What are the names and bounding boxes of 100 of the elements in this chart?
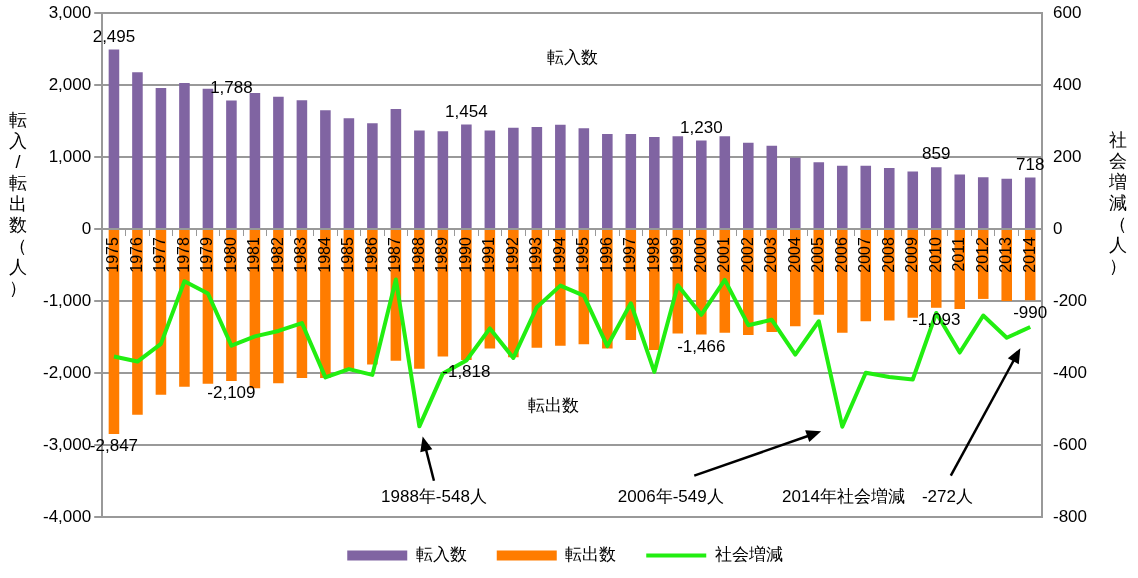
annotation: 2014年社会増減 -272人 [782, 486, 973, 506]
x-tick-label: 1995 [574, 237, 592, 273]
bar [1001, 178, 1013, 229]
y2-axis-title: 社会増減（人） [1108, 130, 1128, 277]
bar [414, 130, 425, 229]
x-tick-label: 2007 [856, 237, 874, 273]
data-label: 2,495 [92, 26, 136, 46]
bar [555, 124, 566, 229]
y2-tick-label: -200 [1052, 290, 1088, 310]
bar [484, 130, 496, 229]
bar [531, 126, 543, 229]
bar [249, 93, 261, 229]
x-tick-label: 2005 [809, 237, 827, 273]
bar [320, 110, 331, 229]
bar [226, 100, 237, 229]
x-tick-label: 1986 [362, 237, 380, 273]
y-tick-label: -1,000 [43, 290, 92, 310]
bar [954, 174, 966, 229]
x-tick-label: 1976 [127, 237, 145, 273]
x-tick-label: 1978 [174, 237, 192, 273]
bar [461, 124, 472, 229]
y-tick-label: -4,000 [43, 506, 92, 526]
bar [296, 100, 308, 229]
bar [578, 128, 590, 229]
x-tick-label: 1992 [503, 237, 521, 273]
bar [977, 177, 989, 229]
x-tick-label: 2009 [903, 237, 921, 273]
x-tick-label: 2006 [832, 237, 850, 273]
x-tick-label: 1990 [456, 237, 474, 273]
y-tick-label: 3,000 [48, 2, 92, 22]
x-tick-label: 1999 [668, 237, 686, 273]
bar [813, 162, 825, 229]
y2-tick-label: 600 [1052, 2, 1082, 22]
data-label: 718 [1016, 154, 1045, 174]
bar [437, 131, 449, 229]
x-tick-label: 2014 [1020, 237, 1038, 273]
bar [343, 118, 355, 229]
bar [508, 127, 519, 229]
bar [883, 167, 895, 229]
data-label: 1,230 [680, 117, 723, 137]
y-tick-label: 0 [81, 218, 92, 238]
annotation: 転出数 [527, 395, 579, 415]
y2-tick-label: 200 [1052, 146, 1082, 166]
legend-label: 転入数 [415, 545, 467, 565]
annotation: 転入数 [546, 48, 598, 68]
y-tick-label: -2,000 [43, 362, 92, 382]
x-tick-label: 1987 [386, 237, 404, 273]
x-tick-label: 2010 [926, 237, 944, 273]
x-tick-label: 1998 [644, 237, 662, 273]
bar [273, 96, 284, 229]
y2-tick-label: -400 [1052, 362, 1088, 382]
bar [930, 167, 942, 229]
data-label: 1,788 [210, 77, 253, 97]
x-tick-label: 1981 [245, 237, 263, 273]
bar [907, 171, 919, 229]
x-tick-label: 2011 [950, 237, 968, 272]
legend-label: 転出数 [565, 545, 617, 565]
x-tick-label: 1994 [550, 237, 568, 273]
data-label: -1,466 [677, 336, 726, 356]
x-tick-label: 1983 [292, 237, 310, 273]
x-tick-label: 2001 [715, 237, 733, 273]
x-tick-label: 2003 [762, 237, 780, 273]
y2-tick-label: 0 [1052, 218, 1063, 238]
x-tick-label: 1996 [597, 237, 615, 273]
data-label: 1,454 [445, 101, 488, 121]
bar [696, 140, 707, 229]
data-label: -990 [1013, 302, 1048, 322]
bar [836, 165, 848, 229]
x-tick-label: 1977 [151, 237, 169, 273]
y-tick-label: 1,000 [48, 146, 92, 166]
bar [367, 123, 378, 229]
bar [860, 165, 872, 229]
bar [766, 145, 778, 229]
x-tick-label: 2000 [691, 237, 709, 273]
bar [672, 136, 684, 229]
x-tick-label: 1985 [339, 237, 357, 273]
bar [132, 230, 143, 415]
x-tick-label: 2002 [738, 237, 756, 273]
bar [1024, 177, 1036, 229]
x-tick-label: 2013 [997, 237, 1015, 273]
bar [719, 136, 731, 229]
x-tick-label: 1989 [433, 237, 451, 273]
x-tick-label: 1979 [198, 237, 216, 273]
text: 転入/転出数（人） [9, 110, 27, 298]
bar [390, 108, 402, 229]
bar [108, 49, 120, 229]
y-tick-label: 2,000 [48, 74, 92, 94]
x-tick-label: 1975 [104, 237, 122, 273]
x-tick-label: 1991 [480, 237, 498, 273]
bar [132, 72, 143, 229]
bar [790, 157, 801, 229]
bar [155, 88, 167, 229]
y-tick-label: -3,000 [43, 434, 92, 454]
y2-tick-label: -800 [1052, 506, 1088, 526]
legend-label: 社会増減 [714, 545, 783, 565]
bar [649, 136, 660, 229]
annotation: 2006年-549人 [617, 486, 724, 506]
bar [743, 142, 754, 229]
y2-tick-label: -600 [1052, 434, 1088, 454]
bar [179, 83, 190, 229]
